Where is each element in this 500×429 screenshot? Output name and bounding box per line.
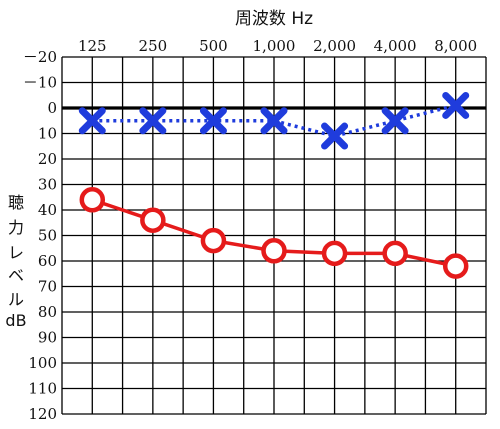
y-tick-label: 120: [28, 405, 57, 423]
x-tick-label: 8,000: [434, 37, 477, 55]
x-marker-stroke: [139, 107, 167, 135]
x-marker: [260, 107, 288, 135]
circle-marker: [200, 227, 227, 254]
x-tick-label: 125: [78, 37, 107, 55]
labels: 周波数 Hz －20 －10 0 10 20 30 40 50 60 70 80 90 100 110 12…: [5, 9, 477, 423]
x-marker: [139, 107, 167, 135]
x-marker-stroke: [321, 122, 349, 150]
circle-marker: [382, 240, 408, 267]
circle-marker: [321, 240, 348, 267]
x-marker-stroke: [78, 107, 106, 135]
y-axis-label: 力: [8, 218, 24, 237]
x-marker: [381, 107, 409, 135]
chart-title: 周波数 Hz: [235, 9, 313, 29]
x-tick-label: 1,000: [253, 37, 296, 55]
x-marker: [78, 107, 106, 135]
x-marker-stroke: [260, 107, 288, 135]
circle-marker: [140, 207, 166, 233]
grid: [61, 56, 487, 415]
y-tick-label: 0: [47, 99, 57, 117]
y-axis-label: ベ: [8, 266, 24, 285]
x-marker: [199, 107, 227, 135]
x-tick-label: 4,000: [374, 37, 417, 55]
y-axis-label: ル: [8, 290, 24, 309]
circle-marker: [442, 253, 469, 279]
x-tick-label: 250: [139, 37, 168, 55]
y-axis-label: 聴: [8, 193, 24, 212]
y-tick-label: －20: [23, 48, 57, 66]
y-tick-label: 30: [38, 176, 57, 194]
circle-marker: [261, 238, 287, 264]
y-tick-label: 20: [38, 150, 57, 168]
y-tick-label: 100: [28, 354, 57, 372]
y-tick-label: 40: [38, 201, 57, 219]
x-tick-label: 2,000: [313, 37, 356, 55]
x-marker: [442, 91, 470, 119]
y-axis-label: レ: [8, 243, 24, 262]
y-tick-label: 90: [38, 329, 57, 347]
y-tick-label: 80: [38, 303, 57, 321]
series-layer: [78, 91, 470, 279]
y-axis-label: dB: [5, 311, 26, 330]
x-marker-stroke: [199, 107, 227, 135]
x-marker-stroke: [381, 107, 409, 135]
y-tick-label: －10: [23, 74, 57, 92]
y-tick-label: 110: [28, 380, 57, 398]
y-tick-label: 50: [38, 227, 57, 245]
x-marker: [321, 122, 349, 150]
y-tick-label: 10: [38, 125, 57, 143]
x-tick-label: 500: [199, 37, 228, 55]
y-tick-label: 70: [38, 278, 57, 296]
y-tick-label: 60: [38, 252, 57, 270]
circle-marker: [79, 187, 106, 213]
x-marker-stroke: [442, 91, 470, 119]
